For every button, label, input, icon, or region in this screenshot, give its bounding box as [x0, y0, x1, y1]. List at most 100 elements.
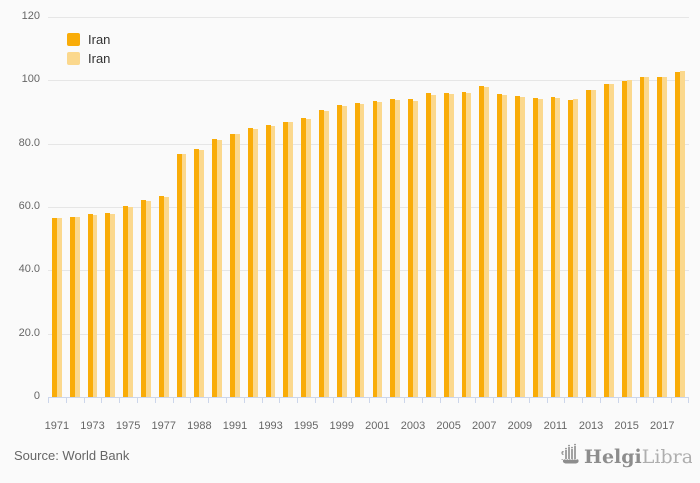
- x-tick: [439, 397, 441, 403]
- bar-dark-2006: [461, 92, 467, 397]
- x-axis-label: 2017: [650, 420, 675, 432]
- logo-text-library: Library.: [642, 446, 692, 468]
- bar-light-1999: [341, 105, 347, 397]
- bar-light-2005: [448, 93, 454, 397]
- x-axis-label: 1993: [258, 420, 283, 432]
- x-axis-label: 2013: [578, 420, 604, 432]
- y-axis-label: 80.0: [18, 136, 40, 149]
- source-label: Source: World Bank: [14, 448, 130, 463]
- x-axis-label: 1995: [293, 420, 319, 432]
- bar-light-1991: [234, 134, 240, 397]
- x-tick: [528, 397, 530, 403]
- legend-swatch-icon: [67, 52, 80, 65]
- gridline: [48, 207, 689, 208]
- legend-item-iran-2[interactable]: Iran: [67, 49, 110, 68]
- bar-dark-2018: [675, 72, 681, 397]
- bar-dark-1977: [158, 196, 164, 397]
- bar-light-2003: [413, 100, 418, 397]
- gridline: [48, 80, 689, 82]
- bar-dark-1996: [319, 109, 324, 397]
- x-tick: [386, 397, 388, 403]
- x-axis-label: 1975: [115, 420, 141, 432]
- x-tick: [350, 397, 352, 403]
- bar-dark-2012: [568, 99, 574, 397]
- gridline: [48, 333, 689, 335]
- x-axis-label: 2009: [507, 420, 533, 432]
- legend-swatch-icon: [67, 33, 80, 46]
- bar-dark-2005: [443, 92, 449, 397]
- x-tick: [243, 397, 245, 403]
- bar-light-2010: [537, 99, 543, 397]
- bar-light-2011: [555, 98, 561, 397]
- x-axis-label: 1999: [329, 420, 355, 432]
- legend: Iran Iran: [67, 30, 110, 68]
- x-tick: [261, 397, 263, 403]
- x-tick: [297, 397, 299, 403]
- bar-light-1974: [110, 213, 116, 397]
- bar-dark-2017: [657, 77, 663, 397]
- x-tick: [617, 397, 619, 403]
- bar-light-1995: [306, 118, 312, 397]
- x-axis-label: 2011: [543, 420, 568, 432]
- legend-item-label: Iran: [88, 51, 111, 66]
- x-tick: [404, 397, 406, 403]
- x-tick: [190, 397, 192, 403]
- bar-light-1972: [74, 217, 80, 397]
- y-axis-label: 20.0: [18, 326, 40, 339]
- bar-dark-2014: [603, 83, 609, 397]
- bar-dark-1994: [283, 121, 289, 397]
- bar-dark-2007: [479, 86, 485, 397]
- bar-dark-2016: [639, 77, 645, 397]
- bar-light-2000: [359, 103, 365, 397]
- bar-light-1978: [181, 154, 187, 397]
- bar-light-2018: [680, 71, 685, 397]
- bar-dark-2003: [408, 99, 413, 397]
- logo-text-helgi: Helgi: [584, 446, 642, 468]
- x-tick: [457, 397, 459, 403]
- x-tick: [688, 397, 689, 403]
- x-axis-label: 1988: [187, 420, 212, 432]
- x-tick: [599, 397, 601, 403]
- bar-light-1993: [270, 125, 276, 397]
- bar-light-1976: [145, 200, 151, 397]
- bar-dark-1999: [336, 105, 342, 397]
- x-tick: [154, 397, 156, 403]
- helgilibrary-logo[interactable]: HelgiLibrary.: [560, 442, 700, 477]
- x-tick: [475, 397, 477, 403]
- legend-item-iran-1[interactable]: Iran: [67, 30, 110, 49]
- y-axis-label: 40.0: [18, 263, 40, 276]
- x-tick: [315, 397, 317, 403]
- x-tick: [635, 397, 637, 403]
- x-tick: [653, 397, 655, 403]
- x-axis-label: 2005: [436, 420, 461, 432]
- bar-dark-1971: [52, 217, 57, 397]
- bar-dark-1975: [123, 206, 129, 397]
- x-tick: [65, 397, 67, 403]
- bar-light-2016: [644, 76, 650, 397]
- bar-light-1977: [163, 197, 169, 397]
- bar-dark-2001: [372, 100, 378, 397]
- x-axis-label: 2007: [471, 420, 497, 432]
- x-axis-label: 2003: [400, 420, 426, 432]
- bar-light-2014: [608, 83, 614, 397]
- bar-light-2006: [466, 93, 472, 397]
- x-tick: [510, 397, 512, 403]
- x-axis-label: 2015: [614, 420, 639, 432]
- y-axis-label: 120: [21, 10, 40, 22]
- bar-dark-1990: [212, 139, 218, 397]
- bar-light-2017: [662, 76, 668, 397]
- x-tick: [226, 397, 228, 403]
- bar-dark-2008: [497, 93, 503, 397]
- bar-dark-1976: [141, 199, 146, 397]
- x-axis-label: 2001: [365, 420, 390, 432]
- plot-area: 1971 1973 1975 1977 1988 1991 1993 1995 1999 2001…: [45, 17, 689, 432]
- bar-dark-1992: [247, 128, 253, 397]
- x-tick: [332, 397, 334, 403]
- bar-dark-2015: [621, 80, 627, 397]
- x-tick: [83, 397, 85, 403]
- bar-dark-2000: [354, 102, 360, 397]
- y-axis-label: 100: [21, 73, 40, 86]
- bar-light-1973: [92, 214, 98, 397]
- x-tick: [582, 397, 584, 403]
- bar-light-2007: [484, 87, 490, 397]
